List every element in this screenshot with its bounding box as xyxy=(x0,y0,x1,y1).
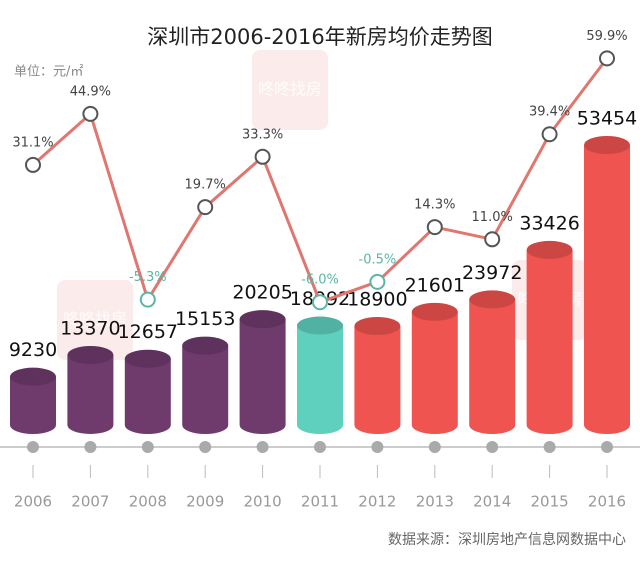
axis-dot xyxy=(371,441,384,453)
watermark: 咚咚找房 xyxy=(258,80,322,99)
growth-point xyxy=(599,50,615,67)
bar-top xyxy=(10,367,56,386)
growth-label: 33.3% xyxy=(242,127,283,142)
data-label: 15153 xyxy=(175,308,235,330)
x-tick-label: 2013 xyxy=(416,493,454,511)
bar-top xyxy=(182,336,229,355)
data-label: 12657 xyxy=(118,321,178,343)
bar-body xyxy=(182,345,229,434)
watermark-box xyxy=(252,50,328,130)
growth-label: 19.7% xyxy=(185,178,226,193)
axis-dot xyxy=(314,441,326,453)
bar xyxy=(297,316,343,434)
bar-top xyxy=(124,349,171,368)
growth-label: 31.1% xyxy=(12,135,53,150)
axis-dot xyxy=(256,441,269,453)
watermark: 咚咚找房 xyxy=(63,310,127,329)
data-label: 18900 xyxy=(347,288,407,310)
unit-label: 单位：元/㎡ xyxy=(14,65,83,80)
bar xyxy=(584,136,630,434)
bar-body xyxy=(584,145,630,434)
x-tick-label: 2015 xyxy=(531,493,569,511)
bar-body xyxy=(124,358,171,434)
data-label: 21601 xyxy=(405,274,465,296)
chart-title: 深圳市2006-2016年新房均价走势图 xyxy=(147,25,492,49)
x-tick-label: 2006 xyxy=(14,493,52,511)
bar-top xyxy=(239,310,286,329)
x-tick-label: 2009 xyxy=(186,493,224,511)
axis-dot xyxy=(199,441,212,453)
growth-point xyxy=(312,294,328,311)
bar-top xyxy=(67,345,114,364)
bar-body xyxy=(354,325,401,434)
bar-top xyxy=(297,316,343,335)
source: 数据来源：深圳房地产信息网数据中心 xyxy=(388,531,626,548)
x-tick-label: 2012 xyxy=(358,493,396,511)
axis-dot xyxy=(141,441,154,453)
bar-body xyxy=(67,354,114,434)
bar xyxy=(124,349,171,434)
data-label: 23972 xyxy=(462,262,522,284)
data-label: 13370 xyxy=(60,317,120,339)
growth-label: 44.9% xyxy=(70,84,111,99)
bar-body xyxy=(526,249,573,434)
data-label: 33426 xyxy=(519,212,579,234)
bar xyxy=(411,302,458,434)
axis-dot xyxy=(601,441,613,453)
x-tick-label: 2014 xyxy=(473,493,511,511)
growth-point xyxy=(254,148,271,165)
bar-top xyxy=(354,316,401,335)
x-tick-label: 2008 xyxy=(129,493,167,511)
bar-top xyxy=(411,302,458,321)
x-tick-label: 2016 xyxy=(588,493,626,511)
x-tick-label: 2007 xyxy=(71,493,109,511)
growth-label: 11.0% xyxy=(472,210,513,225)
bar xyxy=(239,310,286,434)
data-label: 9230 xyxy=(9,339,57,361)
x-tick-label: 2010 xyxy=(244,493,282,511)
bar-top xyxy=(469,290,516,309)
growth-label: -0.5% xyxy=(359,252,397,267)
bar-body xyxy=(239,319,286,434)
x-tick-label: 2011 xyxy=(301,493,339,511)
axis-dot xyxy=(27,441,39,453)
axis-dot xyxy=(428,441,441,453)
growth-point xyxy=(426,219,443,236)
growth-point xyxy=(541,126,558,143)
bar-body xyxy=(469,299,516,434)
axis-dot xyxy=(543,441,556,453)
bar-top xyxy=(526,240,573,259)
bar xyxy=(182,336,229,434)
axis-dot xyxy=(486,441,499,453)
bar xyxy=(10,367,56,434)
axis-dot xyxy=(84,441,97,453)
growth-point xyxy=(484,231,501,248)
growth-point xyxy=(82,105,99,122)
watermark-box xyxy=(57,280,133,360)
bar xyxy=(526,240,573,434)
bar-top xyxy=(584,136,630,154)
bar xyxy=(67,345,114,434)
growth-point xyxy=(197,199,214,216)
growth-label: 59.9% xyxy=(586,29,627,44)
growth-point xyxy=(369,273,386,290)
growth-label: 39.4% xyxy=(529,105,570,120)
bar xyxy=(469,290,516,434)
growth-label: -5.3% xyxy=(129,270,167,285)
growth-label: 14.3% xyxy=(414,198,455,213)
growth-label: -6.0% xyxy=(301,273,339,288)
bar-body xyxy=(297,325,343,434)
bar xyxy=(354,316,401,434)
growth-point xyxy=(139,291,156,308)
bar-body xyxy=(10,376,56,434)
data-label: 53454 xyxy=(577,108,637,130)
growth-point xyxy=(25,156,41,173)
bar-body xyxy=(411,311,458,434)
data-label: 20205 xyxy=(232,282,292,304)
